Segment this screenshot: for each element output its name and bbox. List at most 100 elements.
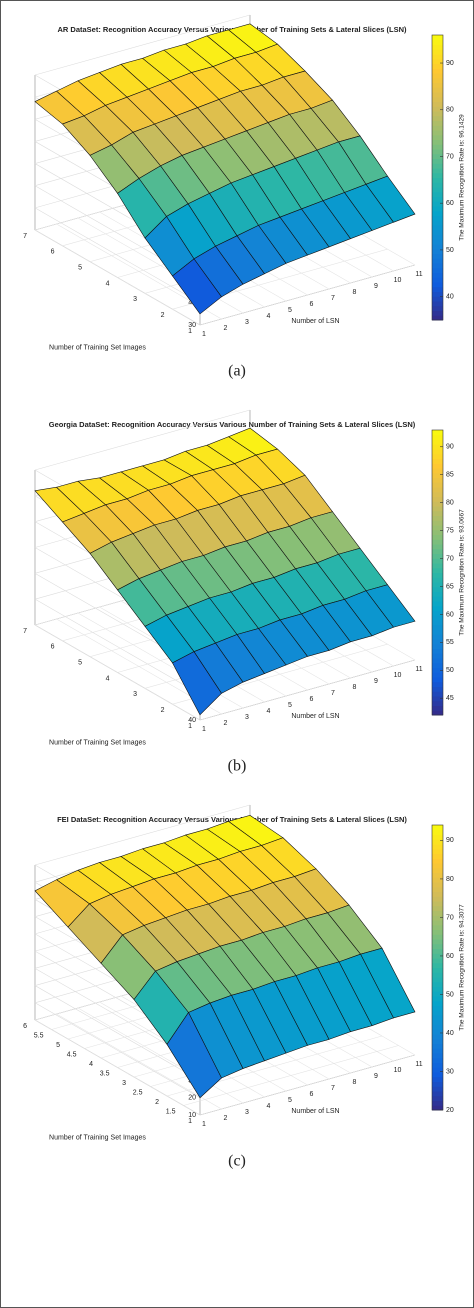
colorbar-segment [432, 615, 443, 621]
colorbar-segment [432, 520, 443, 526]
x-tick-label: 1 [202, 331, 206, 338]
colorbar-label: The Maximum Recognition Rate is: 93.0667 [459, 509, 466, 636]
colorbar-segment [432, 539, 443, 545]
y-tick-label: 4 [106, 675, 110, 682]
colorbar-segment [432, 1062, 443, 1068]
colorbar-segment [432, 258, 443, 264]
colorbar-segment [432, 458, 443, 464]
colorbar-segment [432, 586, 443, 592]
colorbar-segment [432, 305, 443, 311]
colorbar-segment [432, 958, 443, 964]
colorbar-segment [432, 515, 443, 521]
y-axis-label: Number of Training Set Images [49, 739, 146, 746]
colorbar-segment [432, 834, 443, 840]
colorbar-segment [432, 1100, 443, 1106]
y-tick-label: 5 [78, 660, 82, 667]
x-tick-label: 5 [288, 702, 292, 709]
grid-line [34, 804, 251, 866]
colorbar-tick-label: 60 [446, 611, 454, 618]
grid-line [199, 659, 416, 721]
colorbar-segment [432, 534, 443, 540]
x-tick-label: 3 [245, 714, 249, 721]
colorbar-tick-label: 50 [446, 667, 454, 674]
x-axis-label: Number of LSN [291, 1108, 339, 1115]
y-tick-label: 3 [133, 691, 137, 698]
colorbar-segment [432, 705, 443, 711]
colorbar-segment [432, 1105, 443, 1111]
x-tick-label: 8 [353, 1079, 357, 1086]
colorbar-segment [432, 449, 443, 455]
colorbar-frame [431, 824, 444, 1111]
colorbar-segment [432, 144, 443, 150]
colorbar-segment [432, 444, 443, 450]
colorbar-tick-label: 40 [446, 1030, 454, 1037]
colorbar-segment [432, 920, 443, 926]
colorbar-segment [432, 196, 443, 202]
colorbar-segment [432, 929, 443, 935]
z-tick-label: 40 [188, 717, 196, 724]
colorbar-segment [432, 825, 443, 831]
colorbar-segment [432, 1057, 443, 1063]
colorbar-tick-label: 30 [446, 1068, 454, 1075]
colorbar-segment [432, 601, 443, 607]
colorbar-tick-label: 20 [446, 1107, 454, 1114]
colorbar-tick-label: 80 [446, 876, 454, 883]
colorbar-segment [432, 563, 443, 569]
colorbar-segment [432, 1015, 443, 1021]
colorbar-segment [432, 891, 443, 897]
colorbar-segment [432, 662, 443, 668]
colorbar-segment [432, 582, 443, 588]
surface-cell [172, 651, 222, 716]
grid-line [199, 264, 416, 326]
colorbar-segment [432, 872, 443, 878]
y-tick-label: 7 [23, 233, 27, 240]
x-tick-label: 9 [374, 283, 378, 290]
colorbar-segment [432, 610, 443, 616]
y-axis-label: Number of Training Set Images [49, 1134, 146, 1141]
y-tick-label: 4 [106, 280, 110, 287]
colorbar-segment [432, 967, 443, 973]
colorbar-segment [432, 910, 443, 916]
colorbar-segment [432, 177, 443, 183]
y-tick-label: 5 [56, 1042, 60, 1049]
x-tick-label: 5 [288, 307, 292, 314]
x-tick-label: 2 [224, 325, 228, 332]
colorbar-segment [432, 658, 443, 664]
colorbar-tick-label: 80 [446, 107, 454, 114]
x-tick-label: 9 [374, 1073, 378, 1080]
colorbar-segment [432, 472, 443, 478]
colorbar-segment [432, 277, 443, 283]
colorbar-segment [432, 248, 443, 254]
colorbar-segment [432, 691, 443, 697]
colorbar-label: The Maximum Recognition Rate is: 94.3077 [459, 904, 466, 1031]
colorbar-segment [432, 905, 443, 911]
colorbar-segment [432, 863, 443, 869]
z-tick-label: 10 [188, 1112, 196, 1119]
colorbar-segment [432, 1029, 443, 1035]
colorbar-segment [432, 291, 443, 297]
colorbar-segment [432, 1076, 443, 1082]
x-tick-label: 8 [353, 289, 357, 296]
colorbar-tick-label: 60 [446, 200, 454, 207]
colorbar-segment [432, 877, 443, 883]
colorbar-segment [432, 544, 443, 550]
colorbar-segment [432, 120, 443, 126]
colorbar-segment [432, 686, 443, 692]
colorbar-segment [432, 139, 443, 145]
colorbar-tick-label: 90 [446, 837, 454, 844]
grid-line [34, 207, 201, 304]
x-tick-label: 1 [202, 1121, 206, 1128]
chart-title: Georgia DataSet: Recognition Accuracy Ve… [49, 420, 416, 429]
colorbar-segment [432, 634, 443, 640]
colorbar-segment [432, 68, 443, 74]
colorbar-segment [432, 201, 443, 207]
y-tick-label: 6 [51, 249, 55, 256]
y-tick-label: 2.5 [133, 1089, 143, 1096]
colorbar-segment [432, 92, 443, 98]
colorbar-segment [432, 286, 443, 292]
x-tick-label: 2 [224, 1115, 228, 1122]
x-tick-label: 10 [394, 1067, 402, 1074]
colorbar-segment [432, 253, 443, 259]
colorbar-tick-label: 65 [446, 583, 454, 590]
colorbar-segment [432, 1000, 443, 1006]
